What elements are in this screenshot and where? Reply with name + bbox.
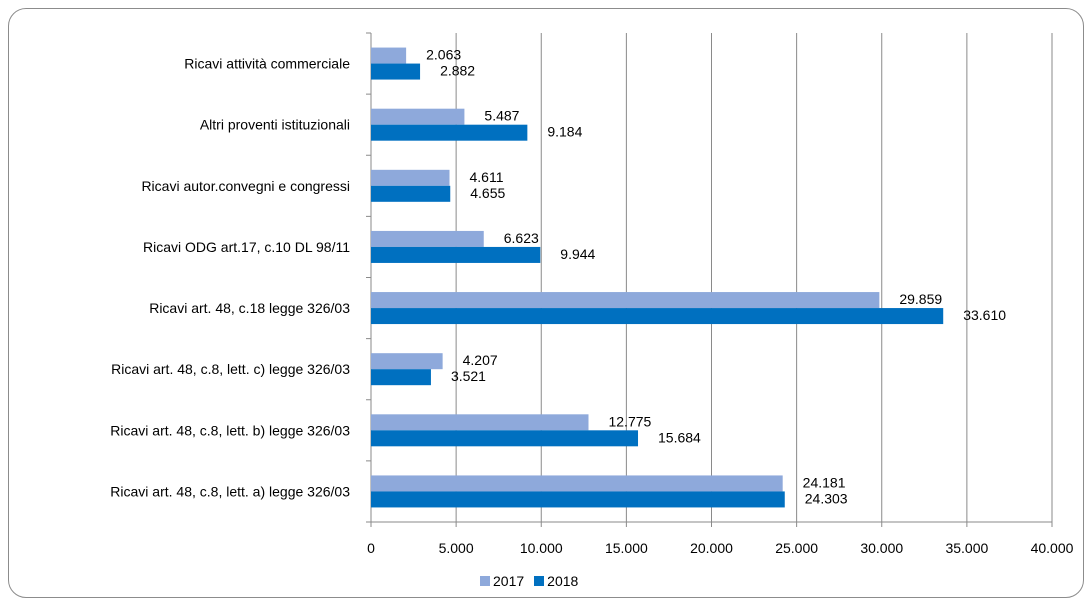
data-label-2017: 29.859 [899, 291, 942, 307]
bar-2018 [371, 124, 528, 141]
category-label: Ricavi autor.convegni e congressi [141, 178, 350, 194]
bar-2017 [371, 292, 880, 309]
data-label-2017: 4.611 [470, 169, 504, 185]
data-label-2017: 24.181 [803, 474, 846, 490]
x-tick-label: 0 [367, 540, 375, 556]
data-label-2018: 24.303 [805, 490, 848, 506]
legend-label-2017: 2017 [493, 573, 525, 589]
data-label-2017: 4.207 [463, 352, 498, 368]
category-label: Ricavi art. 48, c.8, lett. a) legge 326/… [110, 483, 350, 499]
data-label-2017: 5.487 [484, 108, 519, 124]
category-label: Ricavi art. 48, c.8, lett. c) legge 326/… [111, 361, 350, 377]
bar-2017 [371, 230, 484, 247]
x-tick-label: 25.000 [775, 540, 818, 556]
data-label-2017: 12.775 [608, 413, 651, 429]
legend-swatch-2017 [480, 576, 490, 586]
x-tick-label: 20.000 [690, 540, 733, 556]
data-label-2018: 4.655 [470, 185, 505, 201]
x-tick-label: 30.000 [860, 540, 903, 556]
data-label-2018: 3.521 [451, 368, 486, 384]
bar-2018 [371, 369, 431, 386]
bar-2017 [371, 169, 450, 186]
category-label: Altri proventi istituzionali [200, 117, 350, 133]
bar-2018 [371, 308, 944, 325]
x-tick-label: 35.000 [945, 540, 988, 556]
bar-2017 [371, 108, 465, 125]
data-label-2018: 33.610 [963, 307, 1006, 323]
data-label-2017: 6.623 [504, 230, 539, 246]
legend: 2017 2018 [480, 572, 578, 590]
bar-2017 [371, 475, 783, 492]
bar-2017 [371, 414, 589, 431]
category-label: Ricavi attività commerciale [184, 56, 350, 72]
bar-2018 [371, 430, 639, 447]
legend-label-2018: 2018 [547, 573, 579, 589]
x-tick-label: 5.000 [439, 540, 474, 556]
x-tick-label: 40.000 [1031, 540, 1074, 556]
legend-swatch-2018 [534, 576, 545, 586]
data-label-2018: 9.184 [547, 124, 582, 140]
data-label-2018: 9.944 [560, 246, 595, 262]
bar-2017 [371, 353, 443, 370]
bar-2018 [371, 63, 421, 80]
data-label-2017: 2.063 [426, 47, 461, 63]
data-label-2018: 15.684 [658, 429, 701, 445]
bar-2017 [371, 47, 407, 64]
x-tick-label: 15.000 [605, 540, 648, 556]
bar-2018 [371, 246, 541, 263]
legend-item-2018: 2018 [534, 573, 578, 589]
legend-item-2017: 2017 [480, 573, 524, 589]
category-label: Ricavi ODG art.17, c.10 DL 98/11 [143, 239, 350, 255]
bar-2018 [371, 185, 451, 202]
data-label-2018: 2.882 [440, 63, 475, 79]
category-label: Ricavi art. 48, c.18 legge 326/03 [149, 300, 350, 316]
x-tick-label: 10.000 [520, 540, 563, 556]
category-label: Ricavi art. 48, c.8, lett. b) legge 326/… [110, 422, 350, 438]
bar-2018 [371, 491, 785, 508]
